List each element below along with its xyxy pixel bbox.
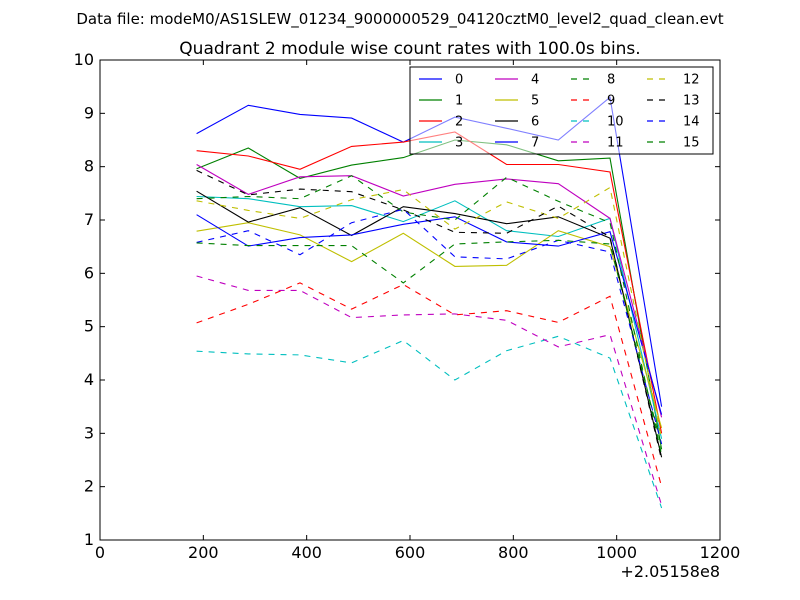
x-tick-label: 1200 xyxy=(700,543,741,562)
x-tick-label: 1000 xyxy=(596,543,637,562)
x-tick-label: 800 xyxy=(498,543,529,562)
x-tick-label: 0 xyxy=(95,543,105,562)
legend-label-6: 6 xyxy=(531,115,539,130)
legend-label-2: 2 xyxy=(455,115,463,130)
legend-label-9: 9 xyxy=(607,94,615,109)
x-tick-label: 200 xyxy=(188,543,219,562)
legend-label-11: 11 xyxy=(607,136,624,151)
y-tick-label: 6 xyxy=(84,263,94,282)
y-tick-label: 8 xyxy=(84,157,94,176)
y-tick-label: 1 xyxy=(84,530,94,549)
legend-label-8: 8 xyxy=(607,73,615,88)
y-tick-label: 5 xyxy=(84,317,94,336)
legend-label-10: 10 xyxy=(607,115,624,130)
series-line-13 xyxy=(196,169,663,461)
figure-suptitle: Data file: modeM0/AS1SLEW_01234_90000005… xyxy=(76,10,723,29)
legend-label-15: 15 xyxy=(683,136,700,151)
plot-area-frame xyxy=(99,59,721,541)
series-line-9 xyxy=(196,282,663,487)
legend-label-5: 5 xyxy=(531,94,539,109)
y-tick-label: 2 xyxy=(84,477,94,496)
legend-label-7: 7 xyxy=(531,136,539,151)
legend-label-14: 14 xyxy=(683,115,700,130)
y-tick-label: 4 xyxy=(84,370,94,389)
legend-label-1: 1 xyxy=(455,94,463,109)
series-line-12 xyxy=(196,186,663,439)
y-tick-label: 10 xyxy=(74,50,94,69)
series-line-11 xyxy=(196,275,663,506)
legend-label-13: 13 xyxy=(683,94,700,109)
series-line-15 xyxy=(196,239,663,447)
legend-label-4: 4 xyxy=(531,73,539,88)
legend-label-0: 0 xyxy=(455,73,463,88)
y-tick-label: 9 xyxy=(84,103,94,122)
legend-label-3: 3 xyxy=(455,136,463,151)
x-tick-label: 600 xyxy=(395,543,426,562)
series-line-6 xyxy=(196,190,663,458)
x-offset-label: +2.05158e8 xyxy=(620,562,720,581)
legend-frame xyxy=(409,66,714,155)
chart-title: Quadrant 2 module wise count rates with … xyxy=(179,39,640,59)
series-line-8 xyxy=(196,175,663,455)
series-line-4 xyxy=(196,164,663,418)
y-tick-label: 3 xyxy=(84,423,94,442)
series-line-10 xyxy=(196,335,663,509)
y-tick-label: 7 xyxy=(84,210,94,229)
x-tick-label: 400 xyxy=(291,543,322,562)
legend-label-12: 12 xyxy=(683,73,700,88)
